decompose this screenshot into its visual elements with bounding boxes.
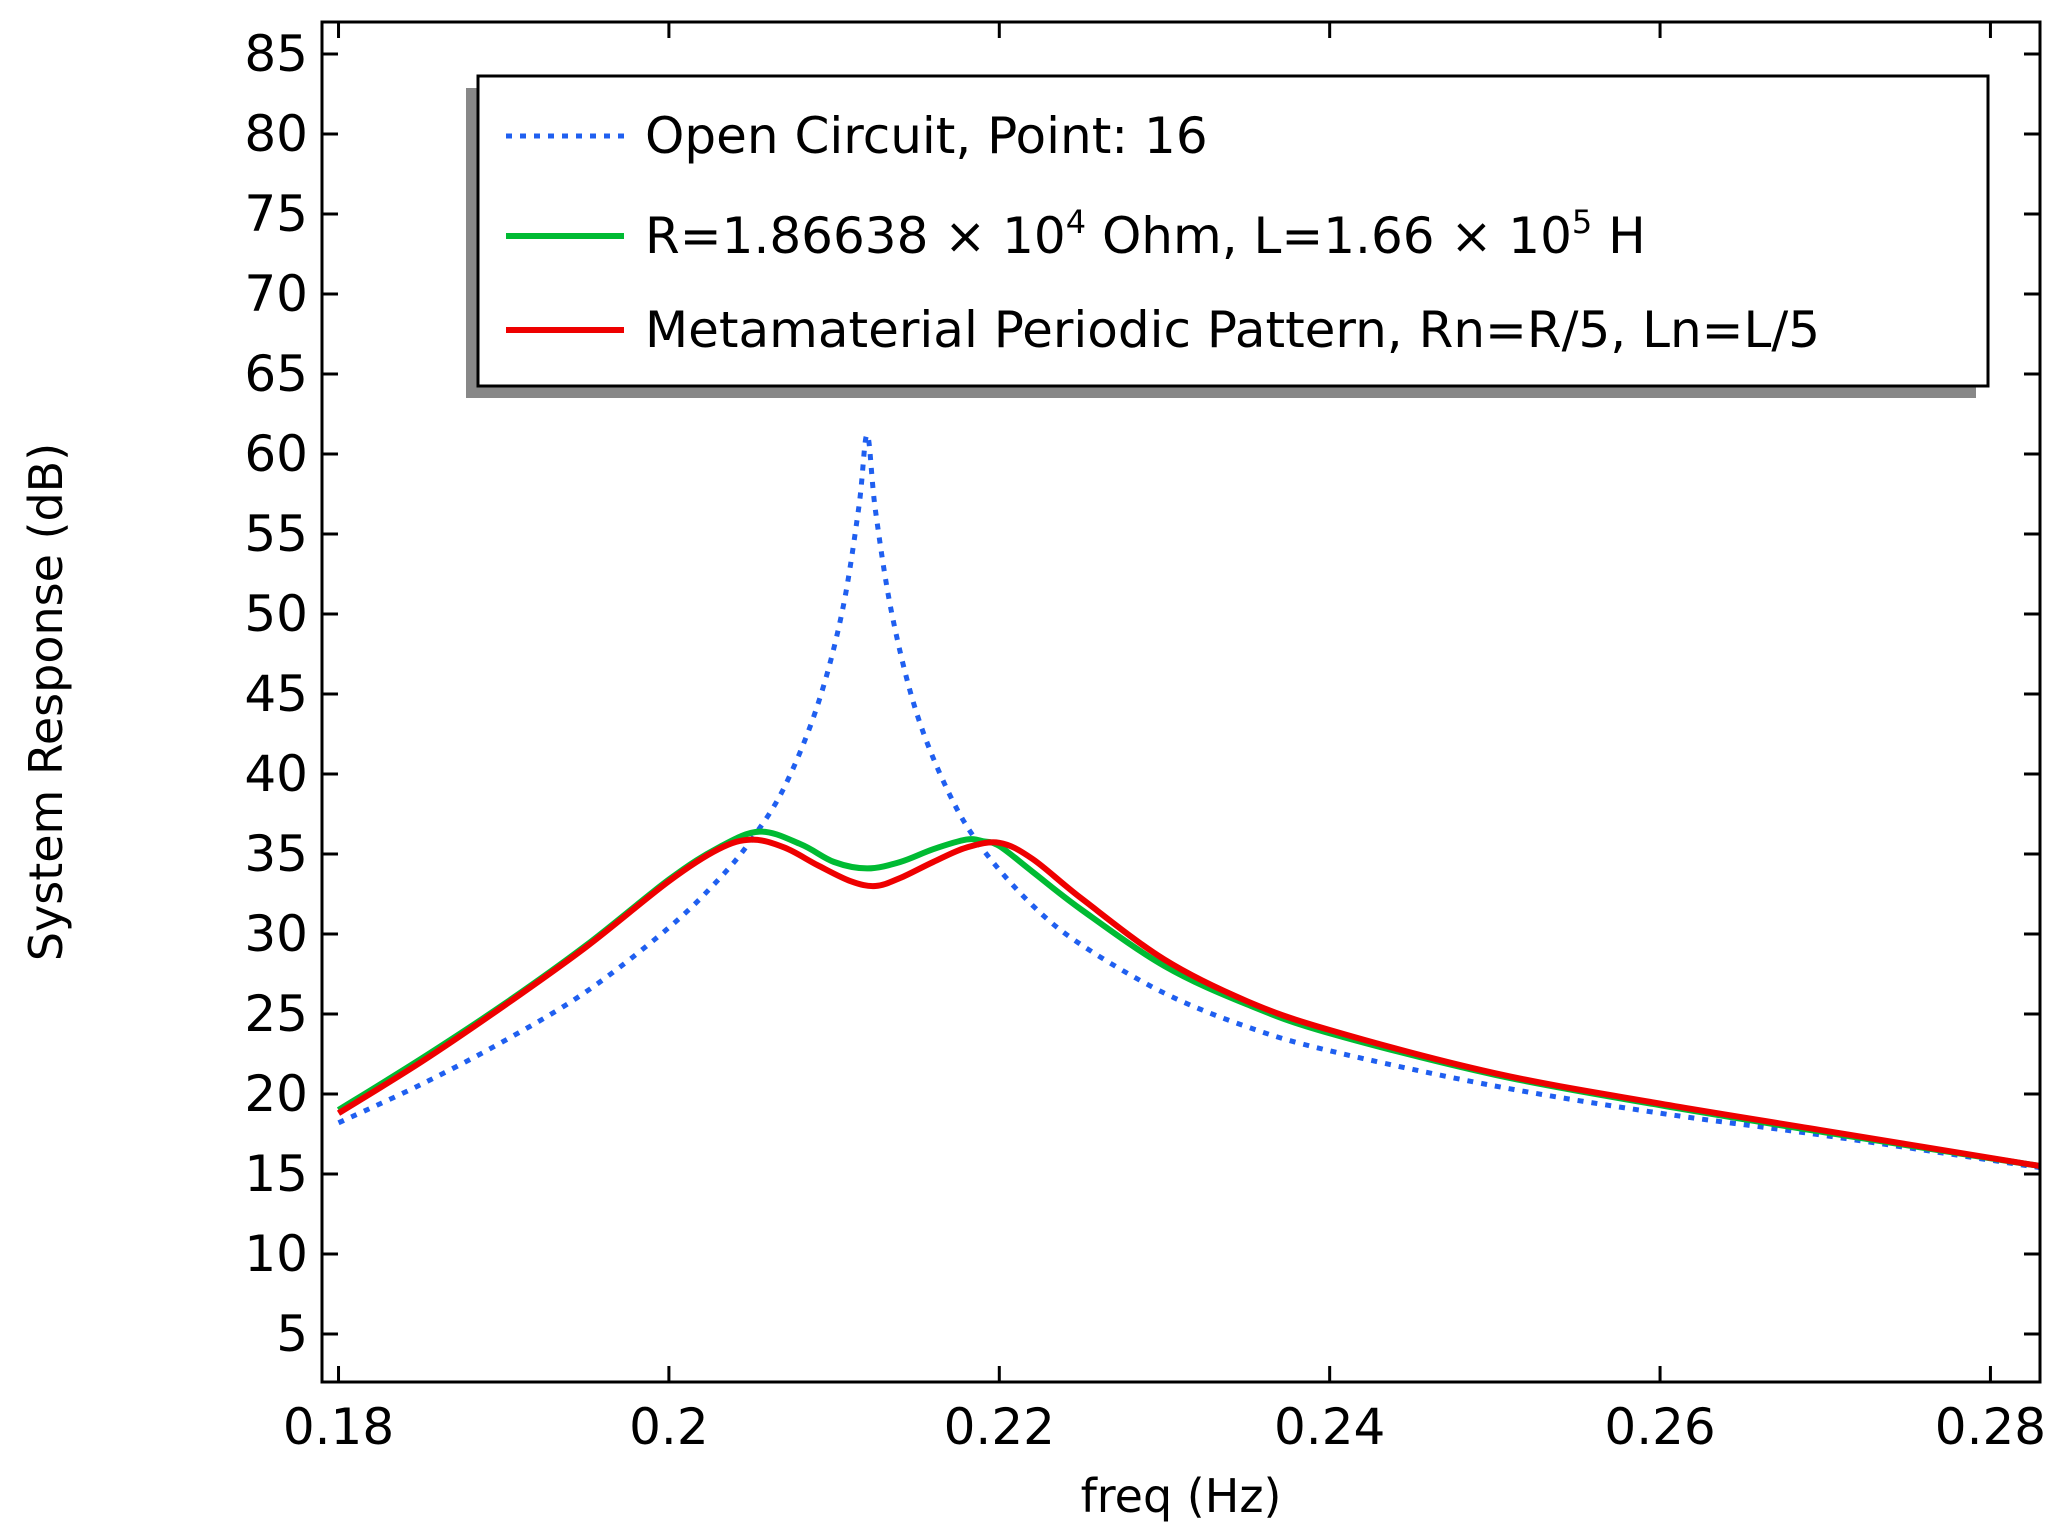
y-tick-label: 75 [244, 185, 308, 243]
x-axis-label: freq (Hz) [1081, 1469, 1282, 1523]
y-tick-label: 10 [244, 1225, 308, 1283]
x-tick-label: 0.26 [1604, 1398, 1715, 1456]
legend-label-text: Open Circuit, Point: 16 [645, 107, 1208, 165]
y-tick-label: 65 [244, 345, 308, 403]
y-tick-label: 5 [276, 1305, 308, 1363]
x-tick-label: 0.22 [944, 1398, 1055, 1456]
series-metamaterial-line [336, 836, 2041, 1169]
legend-entry-metamaterial: Metamaterial Periodic Pattern, Rn=R/5, L… [506, 301, 1820, 359]
y-axis-label: System Response (dB) [19, 443, 73, 961]
y-tick-label: 80 [244, 105, 308, 163]
y-tick-label: 20 [244, 1065, 308, 1123]
y-tick-label: 55 [244, 505, 308, 563]
series-open-circuit-line [337, 432, 2041, 1171]
legend-label: Open Circuit, Point: 16 [645, 107, 1208, 165]
legend-entry-open-circuit: Open Circuit, Point: 16 [506, 107, 1208, 165]
x-tick-label: 0.18 [283, 1398, 394, 1456]
legend-label-text: H [1592, 207, 1646, 265]
legend-label-text: R=1.86638 × 10 [645, 207, 1066, 265]
legend-entries: Open Circuit, Point: 16 R=1.86638 × 104 O… [506, 107, 1820, 359]
legend-box [476, 74, 1990, 388]
y-tick-label: 35 [244, 825, 308, 883]
y-tick-label: 15 [244, 1145, 308, 1203]
y-tick-label: 40 [244, 745, 308, 803]
legend-label: Metamaterial Periodic Pattern, Rn=R/5, L… [645, 301, 1820, 359]
legend-entry-rl-shunt: R=1.86638 × 104 Ohm, L=1.66 × 105 H [506, 203, 1646, 265]
y-tick-label: 50 [244, 585, 308, 643]
plot-frame [320, 20, 2042, 1384]
x-tick-label: 0.2 [629, 1398, 709, 1456]
y-tick-label: 85 [244, 25, 308, 83]
y-tick-label: 30 [244, 905, 308, 963]
y-tick-label: 45 [244, 665, 308, 723]
legend-label-superscript: 4 [1066, 203, 1086, 241]
y-tick-label: 70 [244, 265, 308, 323]
y-tick-label: 60 [244, 425, 308, 483]
y-tick-label: 25 [244, 985, 308, 1043]
legend-label-text: Metamaterial Periodic Pattern, Rn=R/5, L… [645, 301, 1820, 359]
x-axis-ticks: 0.18 0.2 0.22 0.24 0.26 0.28 [283, 22, 2046, 1456]
legend-label-superscript: 5 [1572, 203, 1592, 241]
legend-label-text: Ohm, L=1.66 × 10 [1086, 207, 1572, 265]
x-tick-label: 0.24 [1274, 1398, 1385, 1456]
legend-label: R=1.86638 × 104 Ohm, L=1.66 × 105 H [645, 203, 1646, 265]
x-tick-label: 0.28 [1935, 1398, 2046, 1456]
legend: Open Circuit, Point: 16 R=1.86638 × 104 O… [466, 74, 1990, 398]
series-layer [336, 432, 2041, 1171]
